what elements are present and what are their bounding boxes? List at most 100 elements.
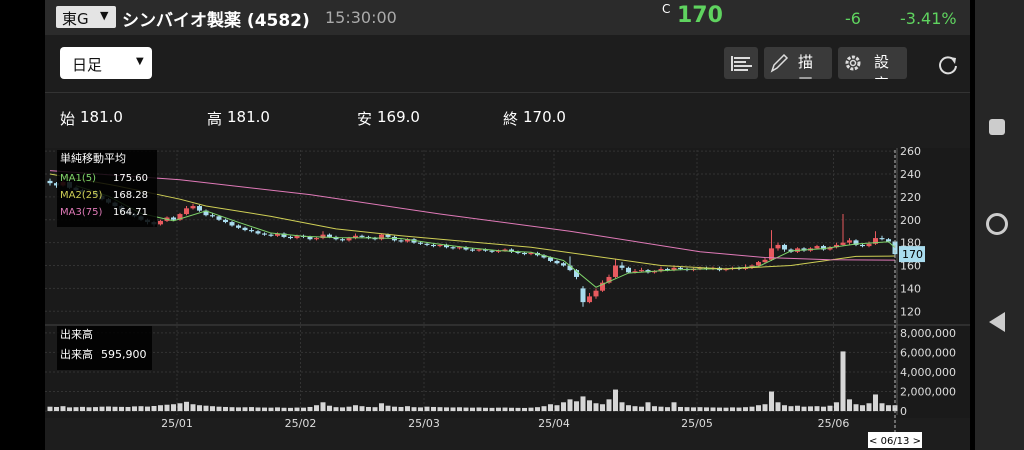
x-tick-label: 25/06 bbox=[818, 417, 850, 430]
volume-bar bbox=[93, 407, 98, 412]
volume-bar bbox=[476, 407, 482, 412]
volume-bar bbox=[190, 404, 196, 412]
volume-bar bbox=[502, 407, 508, 412]
candle-body bbox=[346, 238, 352, 241]
candle-body bbox=[476, 249, 482, 251]
candle-body bbox=[255, 231, 261, 234]
y-tick-label: 240 bbox=[900, 168, 921, 181]
volume-bar bbox=[262, 407, 267, 412]
candle-body bbox=[886, 239, 891, 242]
candle-body bbox=[554, 260, 560, 264]
candle-body bbox=[171, 217, 176, 220]
candle-body bbox=[327, 234, 332, 237]
candle-body bbox=[821, 246, 826, 250]
volume-bar bbox=[730, 407, 735, 412]
candle-body bbox=[184, 208, 189, 215]
volume-bar bbox=[496, 407, 501, 412]
volume-bar bbox=[268, 407, 274, 412]
dropdown-arrow: ▼ bbox=[100, 9, 109, 22]
volume-bar bbox=[203, 405, 209, 412]
volume-bar bbox=[99, 406, 105, 412]
volume-bar bbox=[197, 405, 202, 412]
refresh-icon[interactable] bbox=[936, 52, 960, 76]
volume-bar bbox=[67, 407, 72, 412]
home-button[interactable] bbox=[986, 213, 1008, 235]
volume-bar bbox=[886, 405, 891, 412]
indicator-button[interactable] bbox=[724, 47, 758, 79]
volume-bar bbox=[795, 405, 800, 412]
volume-bar bbox=[658, 406, 664, 412]
volume-bar bbox=[561, 402, 566, 412]
moving-average-line bbox=[49, 170, 896, 261]
volume-bar bbox=[353, 405, 358, 412]
legend-title: 単純移動平均 bbox=[60, 151, 126, 165]
y-tick-label: 140 bbox=[900, 282, 921, 295]
volume-bar bbox=[697, 407, 703, 412]
volume-bar bbox=[294, 407, 300, 412]
candle-body bbox=[450, 247, 456, 249]
volume-bar bbox=[307, 406, 313, 412]
volume-bar bbox=[743, 407, 748, 412]
candle-body bbox=[470, 249, 475, 251]
volume-bar bbox=[645, 402, 651, 412]
volume-bar bbox=[483, 407, 488, 412]
volume-bar bbox=[86, 407, 92, 412]
volume-bar bbox=[769, 391, 774, 412]
volume-bar bbox=[808, 406, 813, 412]
volume-bar bbox=[717, 407, 722, 412]
volume-bar bbox=[515, 407, 521, 412]
candle-body bbox=[600, 282, 605, 291]
candle-body bbox=[606, 276, 612, 283]
volume-bar bbox=[288, 407, 293, 412]
candle-body bbox=[561, 263, 566, 266]
volume-bar bbox=[632, 406, 638, 412]
candle-body bbox=[405, 239, 410, 242]
candle-body bbox=[834, 244, 839, 248]
candle-body bbox=[619, 265, 625, 268]
draw-label: 描画 bbox=[798, 53, 814, 79]
market-select[interactable]: 東G ▼ bbox=[56, 6, 116, 28]
volume-bar bbox=[346, 406, 352, 412]
volume-bar bbox=[463, 407, 469, 412]
volume-bar bbox=[281, 407, 287, 412]
volume-bar bbox=[379, 403, 384, 412]
candle-body bbox=[548, 257, 553, 261]
candle-body bbox=[502, 249, 508, 251]
volume-bar bbox=[879, 403, 885, 412]
volume-bar bbox=[138, 406, 144, 412]
volume-bar bbox=[125, 406, 131, 412]
market: 東G bbox=[62, 10, 89, 28]
volume-bar bbox=[535, 407, 540, 412]
price: 170 bbox=[677, 3, 723, 28]
legend-box bbox=[57, 326, 152, 370]
volume-bar bbox=[788, 406, 794, 412]
candle-body bbox=[665, 268, 670, 271]
candle-body bbox=[190, 206, 196, 209]
draw-button[interactable]: 描画 bbox=[764, 47, 832, 79]
back-button[interactable] bbox=[989, 312, 1005, 332]
legend-value: 168.28 bbox=[113, 190, 148, 201]
legend-entry: MA1(5) bbox=[60, 173, 96, 184]
volume-bar bbox=[249, 407, 254, 412]
volume-bar bbox=[853, 404, 859, 412]
candle-body bbox=[444, 244, 449, 248]
volume-bar bbox=[372, 407, 378, 412]
x-tick-label: 25/04 bbox=[538, 417, 570, 430]
candle-body bbox=[294, 235, 300, 239]
settings-button[interactable]: 設定 bbox=[838, 47, 907, 79]
ohlc-label: 終 bbox=[503, 110, 519, 128]
candle-body bbox=[353, 235, 358, 239]
volume-bar bbox=[554, 405, 560, 412]
candle-body bbox=[528, 252, 534, 255]
candle-body bbox=[574, 270, 579, 277]
volume-bar bbox=[756, 405, 761, 412]
y-tick-label: 200 bbox=[900, 214, 921, 227]
y-tick-label: 8,000,000 bbox=[900, 327, 956, 340]
volume-bar bbox=[398, 406, 404, 412]
period-select[interactable]: 日足 ▼ bbox=[60, 47, 152, 79]
volume-bar bbox=[736, 407, 742, 412]
candle-body bbox=[229, 222, 235, 226]
volume-bar bbox=[385, 405, 391, 412]
recent-button[interactable] bbox=[989, 119, 1005, 135]
